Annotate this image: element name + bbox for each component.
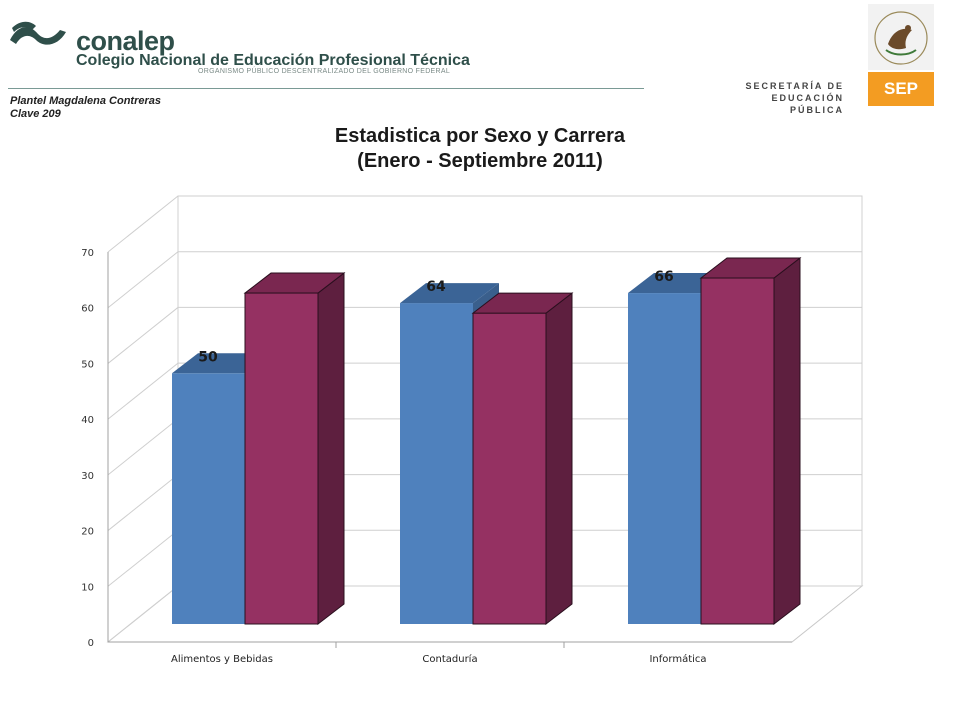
bar-side bbox=[545, 292, 573, 626]
chart-title: Estadistica por Sexo y Carrera (Enero - … bbox=[0, 124, 960, 174]
national-seal-icon bbox=[868, 4, 934, 70]
sep-badge: SEP bbox=[868, 72, 934, 106]
y-tick-label: 10 bbox=[81, 582, 94, 593]
logo-subtitle: ORGANISMO PÚBLICO DESCENTRALIZADO DEL GO… bbox=[198, 68, 451, 75]
y-tick-label: 70 bbox=[81, 248, 94, 259]
chart-title-line-1: Estadistica por Sexo y Carrera bbox=[334, 125, 626, 147]
plantel-clave: Clave 209 bbox=[10, 108, 61, 120]
bar-side bbox=[773, 256, 801, 626]
data-label: 50 bbox=[198, 349, 218, 365]
conalep-mark-icon bbox=[10, 21, 66, 45]
y-tick-label: 0 bbox=[88, 638, 94, 649]
logo-full-name: Colegio Nacional de Educación Profesiona… bbox=[76, 52, 470, 69]
chart-title-line-2: (Enero - Septiembre 2011) bbox=[357, 150, 603, 172]
x-tick-label: Contaduría bbox=[422, 653, 477, 665]
bar-side bbox=[317, 272, 345, 626]
bar bbox=[244, 292, 319, 625]
bar bbox=[172, 373, 245, 624]
y-tick-label: 40 bbox=[81, 415, 94, 426]
bar bbox=[472, 312, 547, 625]
bar-top bbox=[400, 283, 499, 304]
bar-top bbox=[243, 272, 346, 294]
conalep-logo: conalep Colegio Nacional de Educación Pr… bbox=[8, 18, 648, 88]
bar bbox=[400, 303, 473, 624]
gridline bbox=[107, 195, 862, 253]
data-label: 66 bbox=[654, 269, 673, 285]
plantel-name: Plantel Magdalena Contreras bbox=[10, 95, 161, 107]
y-tick-label: 20 bbox=[81, 527, 94, 538]
y-tick-label: 30 bbox=[81, 471, 94, 482]
sep-text: SECRETARÍA DE EDUCACIÓN PÚBLICA bbox=[730, 80, 844, 116]
data-label: 64 bbox=[426, 279, 446, 295]
y-tick-label: 60 bbox=[81, 304, 94, 315]
sep-line-1: SECRETARÍA DE bbox=[745, 81, 844, 91]
y-tick-label: 50 bbox=[81, 359, 94, 370]
bar bbox=[700, 277, 775, 625]
bar bbox=[628, 293, 701, 624]
x-tick-label: Informática bbox=[649, 653, 706, 665]
bar-top bbox=[699, 257, 802, 279]
bar-top bbox=[471, 292, 574, 314]
sep-logo: SECRETARÍA DE EDUCACIÓN PÚBLICA SEP bbox=[730, 4, 940, 115]
x-tick-label: Alimentos y Bebidas bbox=[171, 654, 273, 665]
plantel-info: Plantel Magdalena Contreras Clave 209 bbox=[10, 95, 161, 121]
header-divider bbox=[8, 88, 644, 89]
sep-line-2: EDUCACIÓN PÚBLICA bbox=[771, 93, 844, 115]
gridline bbox=[107, 251, 862, 309]
logo-wordmark: conalep bbox=[76, 26, 175, 56]
